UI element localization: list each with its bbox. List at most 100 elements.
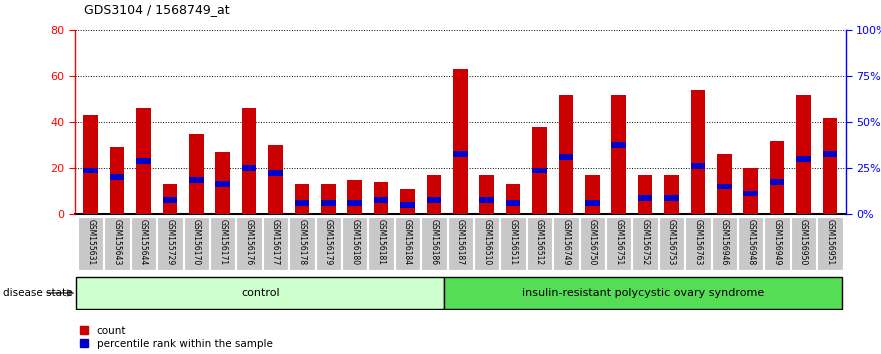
Bar (84, 115, 98, 214)
Text: GSM156763: GSM156763 (693, 219, 702, 265)
Bar (506, 200, 521, 206)
Bar (374, 198, 389, 203)
Bar (823, 118, 837, 214)
Bar (559, 154, 574, 160)
Bar (268, 145, 283, 214)
Text: GSM156187: GSM156187 (455, 219, 465, 265)
Bar (189, 133, 204, 214)
Bar (685, 217, 711, 270)
Text: GSM155631: GSM155631 (86, 219, 95, 265)
Bar (770, 141, 784, 214)
Bar (818, 217, 842, 270)
Bar (474, 217, 500, 270)
Bar (717, 154, 731, 214)
Bar (744, 190, 758, 196)
Bar (527, 217, 552, 270)
Text: GSM156170: GSM156170 (192, 219, 201, 265)
Bar (421, 217, 447, 270)
Text: GSM156510: GSM156510 (482, 219, 492, 265)
Bar (236, 217, 262, 270)
Bar (611, 142, 626, 148)
Text: GSM156171: GSM156171 (218, 219, 227, 265)
Bar (426, 198, 441, 203)
Bar (157, 217, 182, 270)
Bar (553, 217, 579, 270)
Bar (611, 95, 626, 214)
Bar (453, 152, 468, 157)
Bar (448, 217, 473, 270)
Bar (796, 156, 811, 162)
Bar (738, 217, 764, 270)
Bar (633, 217, 658, 270)
Bar (453, 69, 468, 214)
Bar (210, 217, 235, 270)
Bar (342, 217, 367, 270)
Bar (712, 217, 737, 270)
Text: insulin-resistant polycystic ovary syndrome: insulin-resistant polycystic ovary syndr… (522, 288, 764, 298)
Bar (242, 108, 256, 214)
Text: GSM156511: GSM156511 (508, 219, 518, 265)
Bar (110, 175, 124, 180)
Bar (426, 175, 441, 214)
Bar (823, 152, 837, 157)
Bar (744, 168, 758, 214)
Text: GSM156946: GSM156946 (720, 219, 729, 265)
Bar (500, 217, 526, 270)
Bar (479, 198, 494, 203)
Text: GSM156753: GSM156753 (667, 219, 676, 265)
Bar (445, 277, 842, 309)
Bar (137, 108, 151, 214)
Bar (368, 217, 394, 270)
Bar (315, 217, 341, 270)
Bar (796, 95, 811, 214)
Bar (347, 179, 362, 214)
Text: GSM156181: GSM156181 (376, 219, 386, 265)
Bar (770, 179, 784, 185)
Text: GSM156749: GSM156749 (561, 219, 570, 265)
Text: GSM156949: GSM156949 (773, 219, 781, 265)
Text: disease state: disease state (3, 288, 72, 298)
Bar (791, 217, 816, 270)
Bar (506, 184, 521, 214)
Bar (580, 217, 605, 270)
Text: GSM156180: GSM156180 (351, 219, 359, 265)
Bar (84, 167, 98, 173)
Text: GSM156184: GSM156184 (403, 219, 412, 265)
Bar (216, 181, 230, 187)
Bar (479, 175, 494, 214)
Bar (321, 184, 336, 214)
Text: GSM156948: GSM156948 (746, 219, 755, 265)
Bar (163, 198, 177, 203)
Bar (347, 200, 362, 206)
Bar (242, 165, 256, 171)
Text: GSM155644: GSM155644 (139, 219, 148, 265)
Bar (76, 277, 445, 309)
Bar (717, 184, 731, 189)
Bar (289, 217, 315, 270)
Bar (638, 195, 653, 201)
Bar (321, 200, 336, 206)
Bar (532, 127, 547, 214)
Bar (137, 158, 151, 164)
Bar (78, 217, 103, 270)
Bar (638, 175, 653, 214)
Text: GSM156186: GSM156186 (429, 219, 439, 265)
Bar (659, 217, 685, 270)
Bar (664, 175, 678, 214)
Text: GDS3104 / 1568749_at: GDS3104 / 1568749_at (84, 3, 229, 16)
Bar (294, 184, 309, 214)
Text: GSM156177: GSM156177 (271, 219, 280, 265)
Bar (691, 90, 705, 214)
Bar (585, 200, 600, 206)
Text: control: control (241, 288, 279, 298)
Text: GSM156179: GSM156179 (324, 219, 333, 265)
Text: GSM155729: GSM155729 (166, 219, 174, 265)
Bar (189, 177, 204, 183)
Text: GSM156178: GSM156178 (298, 219, 307, 265)
Bar (131, 217, 156, 270)
Text: GSM156750: GSM156750 (588, 219, 596, 265)
Text: GSM156950: GSM156950 (799, 219, 808, 265)
Bar (585, 175, 600, 214)
Text: GSM155643: GSM155643 (113, 219, 122, 265)
Bar (559, 95, 574, 214)
